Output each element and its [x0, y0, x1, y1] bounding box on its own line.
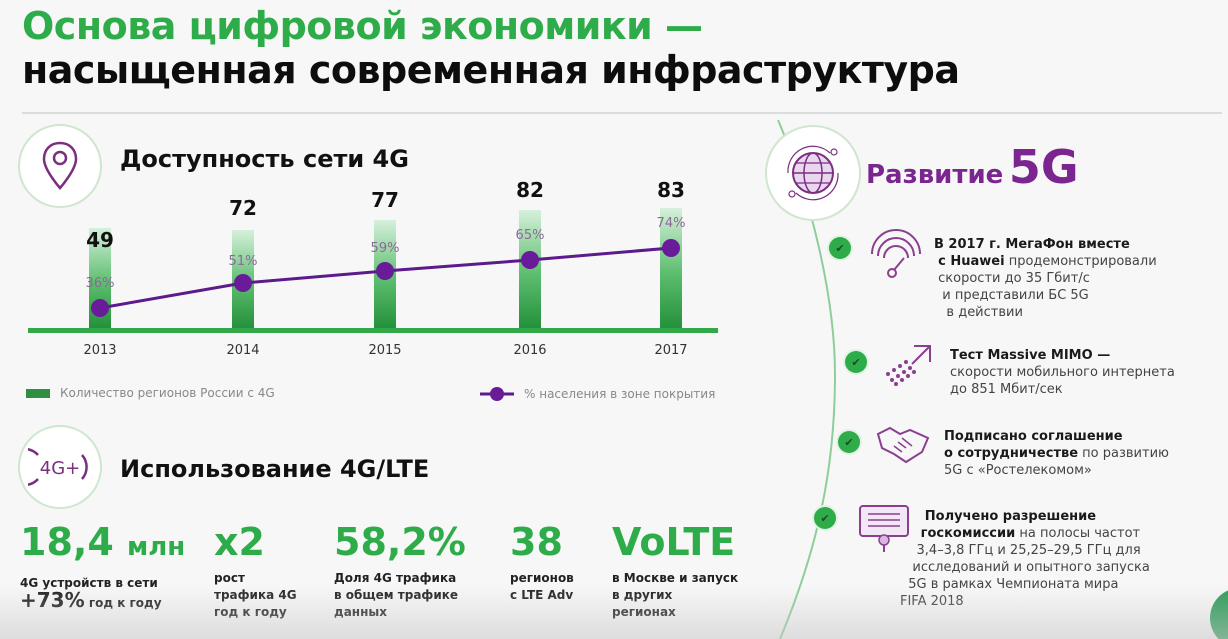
location-pin-icon — [42, 141, 78, 190]
legend-line-swatch — [480, 387, 514, 401]
coverage-chart: 49 72 77 82 83 36% 51% 59% 65% 74% 2013 … — [28, 178, 718, 358]
stat-devices: 18,4 млн 4G устройств в сети +73% год к … — [20, 520, 185, 612]
legend-bar-swatch — [26, 388, 50, 398]
stat-traffic-growth-desc2: трафика 4G — [214, 588, 297, 602]
stat-traffic-share-desc3: данных — [334, 605, 387, 619]
year-2017: 2017 — [654, 343, 688, 358]
5g-title-big: 5G — [1008, 140, 1079, 194]
legend-bars: Количество регионов России с 4G — [26, 386, 275, 400]
5g-title: Развитие 5G — [866, 140, 1079, 194]
header-divider — [22, 112, 1222, 114]
stat-volte-desc1: в Москве и запуск — [612, 571, 739, 585]
stat-devices-unit: млн — [127, 532, 186, 562]
5g-item-mimo: Тест Massive MIMO — скорости мобильного … — [950, 348, 1175, 397]
check-icon: ✔ — [829, 237, 851, 259]
year-2015: 2015 — [368, 343, 402, 358]
corner-decoration — [1210, 588, 1228, 639]
4g-plus-icon: 4G+ — [28, 448, 88, 486]
speedometer-icon — [871, 229, 921, 278]
legend-line: % населения в зоне покрытия — [480, 386, 715, 402]
year-2014: 2014 — [226, 343, 260, 358]
stat-traffic-share-desc2: в общем трафике — [334, 588, 459, 602]
stat-volte-desc2: в других — [612, 588, 673, 602]
stat-lte-adv: 38 регионов с LTE Adv — [510, 520, 574, 604]
year-2013: 2013 — [83, 343, 117, 358]
bar-label-2016: 82 — [516, 178, 544, 202]
5g-title-text: Развитие — [866, 160, 1004, 190]
5g-item-rostelecom: Подписано соглашение о сотрудничестве по… — [944, 429, 1169, 478]
check-icon: ✔ — [845, 351, 867, 373]
pct-label-2013: 36% — [85, 276, 115, 291]
stat-volte-desc3: регионах — [612, 605, 676, 619]
pct-label-2017: 74% — [656, 216, 686, 231]
title-line-2: насыщенная современная инфраструктура — [22, 48, 960, 92]
bar-label-2017: 83 — [657, 178, 685, 202]
stat-volte: VoLTE в Москве и запуск в других региона… — [612, 520, 738, 621]
stat-lte-adv-desc1: регионов — [510, 571, 574, 585]
stat-devices-growth: +73% — [20, 588, 85, 612]
stat-traffic-growth-desc3: год к году — [214, 605, 287, 619]
pct-label-2014: 51% — [228, 254, 258, 269]
x-axis — [28, 328, 718, 333]
check-icon: ✔ — [814, 507, 836, 529]
stat-traffic-share-value: 58,2% — [334, 520, 466, 564]
pct-label-2016: 65% — [515, 228, 545, 243]
antenna-array-icon — [886, 345, 931, 386]
stat-devices-value: 18,4 — [20, 520, 114, 564]
availability-title: Доступность сети 4G — [120, 145, 409, 173]
bar-label-2013: 49 — [86, 228, 114, 252]
stat-devices-desc2: год к году — [88, 596, 162, 610]
bar-2017 — [660, 208, 682, 328]
stat-lte-adv-value: 38 — [510, 520, 563, 564]
title-line-1: Основа цифровой экономики — — [22, 4, 703, 48]
4g-plus-icon-badge: 4G+ — [18, 425, 102, 509]
stat-traffic-growth: x2 рост трафика 4G год к году — [214, 520, 297, 621]
stat-lte-adv-desc2: с LTE Adv — [510, 588, 574, 602]
5g-item-huawei: В 2017 г. МегаФон вместе с Huawei продем… — [934, 237, 1157, 320]
globe-icon-badge — [765, 125, 861, 221]
stat-traffic-share: 58,2% Доля 4G трафика в общем трафике да… — [334, 520, 466, 621]
year-2016: 2016 — [513, 343, 547, 358]
legend-line-label: % населения в зоне покрытия — [524, 387, 716, 401]
certificate-icon — [859, 505, 909, 552]
stat-volte-value: VoLTE — [612, 520, 736, 564]
handshake-icon — [876, 426, 930, 464]
svg-text:4G+: 4G+ — [40, 458, 80, 479]
bar-label-2015: 77 — [371, 188, 399, 212]
stat-traffic-growth-value: x2 — [214, 520, 265, 564]
usage-title: Использование 4G/LTE — [120, 455, 430, 483]
location-pin-icon-badge — [18, 124, 102, 208]
pct-label-2015: 59% — [370, 241, 400, 256]
coverage-line — [91, 239, 680, 317]
check-icon: ✔ — [838, 431, 860, 453]
stat-traffic-growth-desc1: рост — [214, 571, 245, 585]
stat-traffic-share-desc1: Доля 4G трафика — [334, 571, 457, 585]
globe-icon — [787, 145, 839, 201]
legend-bars-label: Количество регионов России с 4G — [60, 386, 275, 400]
5g-item-license: Получено разрешение госкомиссии на полос… — [900, 509, 1150, 609]
bar-label-2014: 72 — [229, 196, 257, 220]
